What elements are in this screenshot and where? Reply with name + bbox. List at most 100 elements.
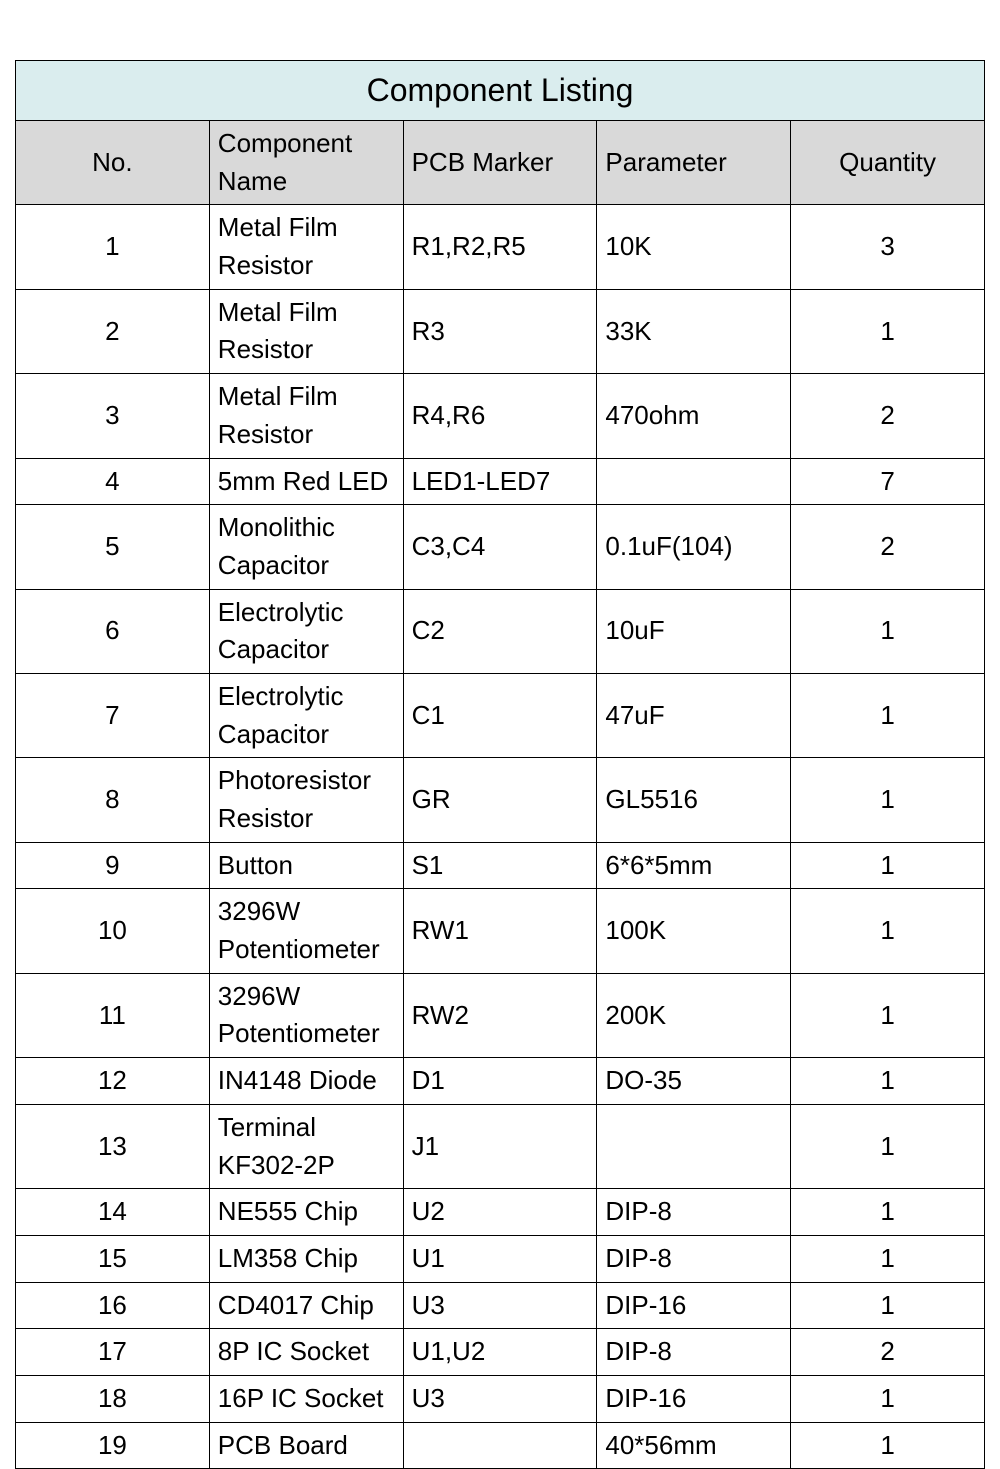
table-cell: 8P IC Socket <box>209 1329 403 1376</box>
table-cell: 14 <box>16 1189 210 1236</box>
table-cell: 1 <box>791 1104 985 1188</box>
table-cell: 19 <box>16 1422 210 1469</box>
table-cell: U1,U2 <box>403 1329 597 1376</box>
table-cell: LM358 Chip <box>209 1235 403 1282</box>
table-cell: Electrolytic Capacitor <box>209 589 403 673</box>
table-cell: 10uF <box>597 589 791 673</box>
table-cell: C1 <box>403 673 597 757</box>
table-cell: 6 <box>16 589 210 673</box>
table-cell: 3296W Potentiometer <box>209 889 403 973</box>
table-cell: J1 <box>403 1104 597 1188</box>
table-row: 12IN4148 DiodeD1DO-351 <box>16 1058 985 1105</box>
table-cell: CD4017 Chip <box>209 1282 403 1329</box>
table-cell: 200K <box>597 973 791 1057</box>
table-cell: GR <box>403 758 597 842</box>
table-cell: DIP-16 <box>597 1282 791 1329</box>
table-cell: 13 <box>16 1104 210 1188</box>
table-cell: C3,C4 <box>403 505 597 589</box>
col-header-no: No. <box>16 121 210 205</box>
table-row: 19PCB Board 40*56mm1 <box>16 1422 985 1469</box>
table-cell: 15 <box>16 1235 210 1282</box>
table-cell: 1 <box>791 973 985 1057</box>
col-header-qty: Quantity <box>791 121 985 205</box>
table-cell: R3 <box>403 289 597 373</box>
table-cell: 3296W Potentiometer <box>209 973 403 1057</box>
table-cell: 2 <box>16 289 210 373</box>
table-row: 5Monolithic CapacitorC3,C40.1uF(104)2 <box>16 505 985 589</box>
table-cell: PCB Board <box>209 1422 403 1469</box>
table-cell: 11 <box>16 973 210 1057</box>
table-cell: 1 <box>791 589 985 673</box>
table-cell: 5mm Red LED <box>209 458 403 505</box>
table-cell: 1 <box>791 289 985 373</box>
table-row: 1816P IC SocketU3DIP-161 <box>16 1375 985 1422</box>
table-cell: 470ohm <box>597 374 791 458</box>
table-cell: 1 <box>791 1282 985 1329</box>
table-cell: 9 <box>16 842 210 889</box>
table-cell: DO-35 <box>597 1058 791 1105</box>
table-cell: Photoresistor Resistor <box>209 758 403 842</box>
table-cell: DIP-8 <box>597 1189 791 1236</box>
table-cell: DIP-8 <box>597 1329 791 1376</box>
table-cell: U1 <box>403 1235 597 1282</box>
table-cell: 0.1uF(104) <box>597 505 791 589</box>
table-row: 16CD4017 ChipU3DIP-161 <box>16 1282 985 1329</box>
table-cell: 3 <box>16 374 210 458</box>
table-row: 2Metal Film ResistorR333K1 <box>16 289 985 373</box>
table-cell: NE555 Chip <box>209 1189 403 1236</box>
table-cell: 7 <box>16 673 210 757</box>
table-row: 6Electrolytic CapacitorC210uF1 <box>16 589 985 673</box>
table-row: 45mm Red LEDLED1-LED77 <box>16 458 985 505</box>
table-cell: 1 <box>791 889 985 973</box>
table-cell: 1 <box>791 1235 985 1282</box>
table-cell: 3 <box>791 205 985 289</box>
table-cell: R4,R6 <box>403 374 597 458</box>
component-table: Component Listing No. Component Name PCB… <box>15 60 985 1469</box>
table-cell: LED1-LED7 <box>403 458 597 505</box>
table-cell: U2 <box>403 1189 597 1236</box>
table-cell <box>597 1104 791 1188</box>
table-cell: S1 <box>403 842 597 889</box>
table-cell: 7 <box>791 458 985 505</box>
table-row: 8Photoresistor ResistorGRGL55161 <box>16 758 985 842</box>
table-cell: RW1 <box>403 889 597 973</box>
table-cell: DIP-16 <box>597 1375 791 1422</box>
table-title: Component Listing <box>16 61 985 121</box>
table-row: 14NE555 ChipU2DIP-81 <box>16 1189 985 1236</box>
table-row: 113296W PotentiometerRW2200K1 <box>16 973 985 1057</box>
table-row: 3Metal Film ResistorR4,R6470ohm2 <box>16 374 985 458</box>
table-cell: U3 <box>403 1282 597 1329</box>
table-cell: 10K <box>597 205 791 289</box>
col-header-param: Parameter <box>597 121 791 205</box>
col-header-name: Component Name <box>209 121 403 205</box>
table-cell: 2 <box>791 505 985 589</box>
header-row: No. Component Name PCB Marker Parameter … <box>16 121 985 205</box>
table-cell: R1,R2,R5 <box>403 205 597 289</box>
table-cell: 1 <box>791 758 985 842</box>
table-cell: IN4148 Diode <box>209 1058 403 1105</box>
table-row: 13Terminal KF302-2PJ1 1 <box>16 1104 985 1188</box>
table-cell: 33K <box>597 289 791 373</box>
table-row: 7Electrolytic CapacitorC147uF1 <box>16 673 985 757</box>
table-cell: 2 <box>791 374 985 458</box>
table-cell: 1 <box>791 673 985 757</box>
table-cell: C2 <box>403 589 597 673</box>
table-cell: 10 <box>16 889 210 973</box>
table-cell: Electrolytic Capacitor <box>209 673 403 757</box>
table-cell: Terminal KF302-2P <box>209 1104 403 1188</box>
table-cell: GL5516 <box>597 758 791 842</box>
table-cell: 1 <box>791 1189 985 1236</box>
table-cell: Metal Film Resistor <box>209 374 403 458</box>
table-cell: 5 <box>16 505 210 589</box>
table-cell: D1 <box>403 1058 597 1105</box>
table-row: 178P IC SocketU1,U2DIP-82 <box>16 1329 985 1376</box>
table-row: 15LM358 ChipU1DIP-81 <box>16 1235 985 1282</box>
table-cell: 40*56mm <box>597 1422 791 1469</box>
table-cell <box>597 458 791 505</box>
table-cell: 12 <box>16 1058 210 1105</box>
table-cell: Button <box>209 842 403 889</box>
table-cell: 1 <box>791 1422 985 1469</box>
table-cell: 100K <box>597 889 791 973</box>
table-row: 9ButtonS16*6*5mm1 <box>16 842 985 889</box>
table-cell: RW2 <box>403 973 597 1057</box>
